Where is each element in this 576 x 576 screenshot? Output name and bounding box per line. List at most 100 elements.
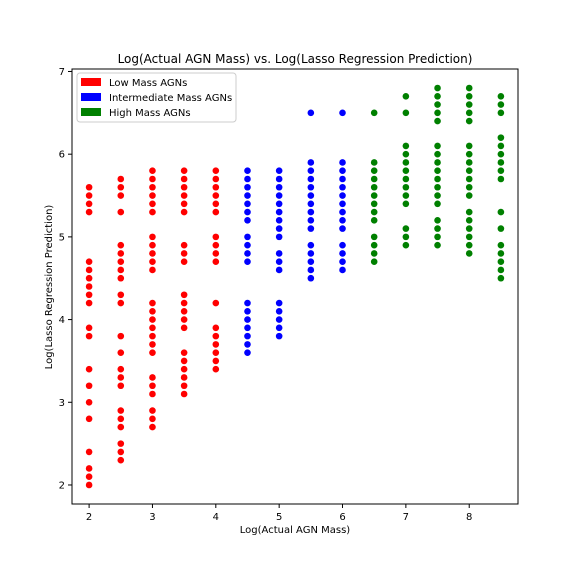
data-point (465, 250, 473, 257)
data-point (275, 316, 283, 323)
data-point (465, 142, 473, 150)
data-point (212, 175, 220, 183)
data-point (307, 183, 315, 191)
x-tick-label: 5 (276, 512, 282, 523)
data-point (180, 258, 188, 265)
x-tick-label: 4 (213, 512, 219, 523)
data-point (465, 92, 473, 100)
data-point (402, 192, 410, 199)
data-point (275, 200, 283, 208)
data-point (275, 233, 283, 241)
data-point (434, 150, 441, 158)
data-point (370, 258, 378, 265)
data-point (212, 365, 220, 373)
data-point (212, 167, 220, 175)
data-point (180, 308, 188, 315)
data-point (244, 258, 251, 265)
data-point (244, 349, 251, 356)
data-point (497, 159, 505, 166)
data-point (370, 208, 378, 216)
data-point (339, 167, 346, 175)
plot-frame (71, 68, 519, 505)
data-point (180, 390, 188, 398)
data-point (149, 382, 156, 390)
data-point (275, 217, 283, 224)
data-point (434, 192, 441, 199)
data-point (275, 324, 283, 332)
data-point (117, 258, 125, 265)
data-point (85, 274, 93, 282)
data-point (307, 258, 315, 265)
data-point (275, 308, 283, 315)
data-point (117, 456, 125, 464)
data-point (117, 448, 125, 456)
data-point (117, 423, 125, 431)
x-axis-ticks: 2 3 4 5 6 7 8 (86, 504, 472, 523)
data-point (244, 167, 251, 175)
data-point (497, 175, 505, 183)
data-point (465, 159, 473, 166)
data-point (244, 175, 251, 183)
data-point (85, 332, 93, 340)
data-point (244, 233, 251, 241)
data-point (180, 175, 188, 183)
data-point (465, 175, 473, 183)
data-point (117, 241, 125, 249)
data-point (85, 465, 93, 472)
data-point (117, 192, 125, 199)
data-point (85, 398, 93, 406)
data-point (402, 92, 410, 100)
data-point (117, 266, 125, 274)
data-point (497, 167, 505, 175)
data-point (497, 225, 505, 232)
data-point (180, 208, 188, 216)
data-point (339, 241, 346, 249)
data-point (434, 183, 441, 191)
data-point (465, 150, 473, 158)
data-point (117, 183, 125, 191)
data-points (85, 84, 505, 489)
data-point (402, 159, 410, 166)
data-point (497, 92, 505, 100)
data-point (212, 200, 220, 208)
data-point (244, 200, 251, 208)
data-point (275, 208, 283, 216)
data-point (117, 274, 125, 282)
data-point (244, 341, 251, 348)
data-point (85, 299, 93, 307)
data-point (497, 101, 505, 108)
data-point (497, 274, 505, 282)
data-point (434, 175, 441, 183)
data-point (212, 258, 220, 265)
legend: Low Mass AGNs Intermediate Mass AGNs Hig… (76, 72, 237, 123)
data-point (370, 217, 378, 224)
data-point (402, 142, 410, 150)
data-point (149, 192, 156, 199)
data-point (212, 341, 220, 348)
data-point (117, 208, 125, 216)
data-point (117, 415, 125, 423)
data-point (370, 183, 378, 191)
data-point (117, 440, 125, 447)
data-point (117, 349, 125, 356)
data-point (244, 308, 251, 315)
data-point (180, 316, 188, 323)
data-point (85, 481, 93, 489)
data-point (434, 225, 441, 232)
data-point (370, 241, 378, 249)
data-point (85, 200, 93, 208)
data-point (434, 84, 441, 92)
data-point (244, 241, 251, 249)
data-point (307, 241, 315, 249)
data-point (180, 241, 188, 249)
data-point (307, 159, 315, 166)
data-point (149, 415, 156, 423)
data-point (434, 200, 441, 208)
data-point (244, 183, 251, 191)
data-point (497, 142, 505, 150)
data-point (85, 192, 93, 199)
data-point (307, 274, 315, 282)
legend-swatch-high (81, 108, 101, 116)
data-point (497, 208, 505, 216)
data-point (244, 299, 251, 307)
